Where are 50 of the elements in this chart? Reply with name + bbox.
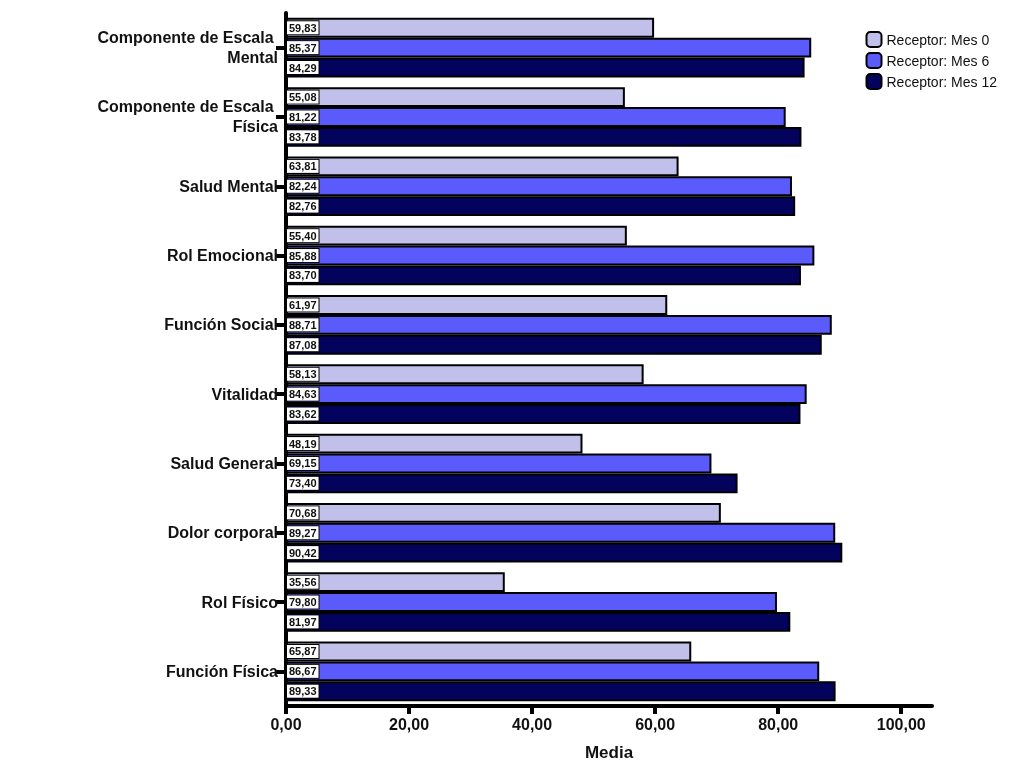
x-tick-label: 40,00 — [512, 715, 553, 733]
y-tick-label: Dolor corporal — [167, 524, 278, 542]
data-label: 82,24 — [289, 180, 318, 193]
y-tick-label: Salud General — [170, 454, 278, 472]
data-label: 59,83 — [289, 21, 317, 34]
data-label: 83,70 — [289, 269, 317, 282]
y-tick-label: Salud Mental — [179, 177, 278, 195]
data-label: 55,08 — [289, 91, 317, 104]
data-label: 89,33 — [289, 685, 317, 698]
data-label: 84,63 — [289, 388, 317, 401]
data-label: 79,80 — [289, 596, 317, 609]
data-label: 73,40 — [289, 477, 317, 490]
data-label: 87,08 — [289, 338, 317, 351]
data-label: 70,68 — [289, 506, 317, 519]
data-label: 82,76 — [289, 200, 317, 213]
legend-label: Receptor: Mes 0 — [886, 31, 990, 48]
data-label: 35,56 — [289, 576, 317, 589]
x-tick-label: 80,00 — [758, 715, 799, 733]
data-label: 58,13 — [289, 368, 317, 381]
data-label: 65,87 — [289, 645, 317, 658]
data-label: 85,37 — [289, 41, 317, 54]
data-label: 83,62 — [289, 408, 317, 421]
data-label: 83,78 — [289, 130, 317, 143]
x-tick-label: 20,00 — [389, 715, 430, 733]
data-label: 81,97 — [289, 615, 317, 628]
data-label: 48,19 — [289, 437, 317, 450]
data-label: 90,42 — [289, 546, 317, 559]
data-label: 85,88 — [289, 249, 317, 262]
y-tick-label: Vitalidad — [211, 385, 278, 403]
legend-label: Receptor: Mes 6 — [886, 52, 990, 69]
legend-label: Receptor: Mes 12 — [886, 73, 998, 90]
data-label: 86,67 — [289, 665, 317, 678]
data-label: 55,40 — [289, 229, 317, 242]
y-tick-label: Rol Emocional — [166, 247, 278, 265]
data-label: 63,81 — [289, 160, 317, 173]
y-tick-label: Función Física — [165, 662, 279, 680]
y-tick-label: Componente de Escala Física — [97, 98, 279, 136]
data-label: 84,29 — [289, 61, 317, 74]
data-label: 61,97 — [289, 298, 317, 311]
y-tick-label: Rol Físico — [201, 593, 279, 611]
data-label: 89,27 — [289, 526, 317, 539]
data-label: 81,22 — [289, 110, 317, 123]
x-tick-label: 0,00 — [270, 715, 302, 733]
data-label: 88,71 — [289, 318, 317, 331]
x-tick-label: 100,00 — [876, 715, 926, 733]
x-axis-title: Media — [584, 743, 634, 762]
data-label: 69,15 — [289, 457, 317, 470]
x-tick-label: 60,00 — [635, 715, 676, 733]
y-tick-label: Función Social — [164, 316, 278, 334]
y-tick-label: Componente de Escala Mental — [97, 29, 278, 67]
